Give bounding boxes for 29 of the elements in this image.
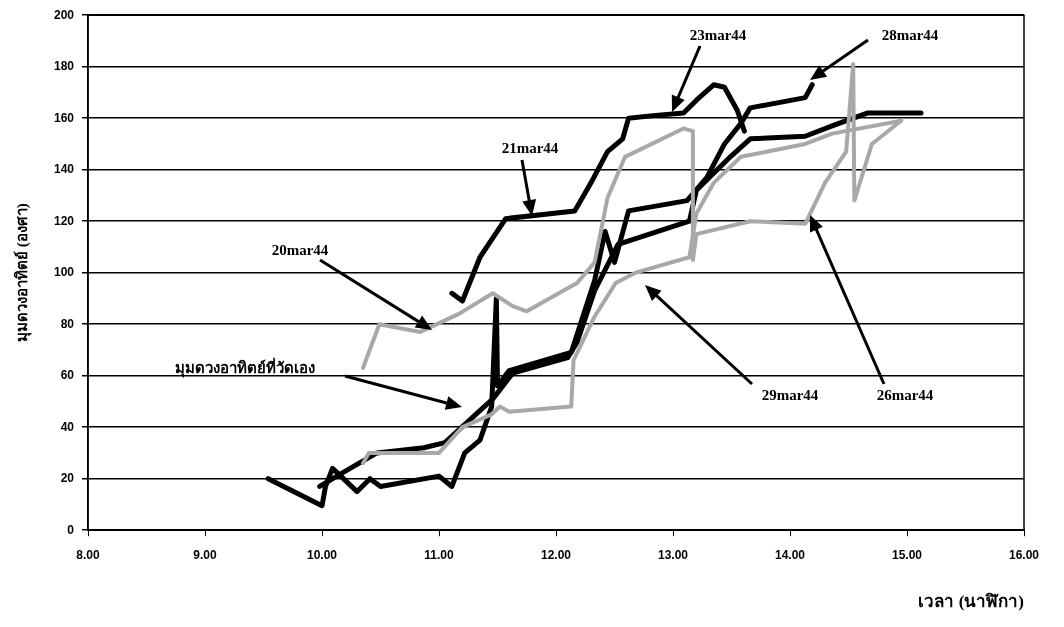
x-tick-label: 9.00: [193, 547, 218, 562]
x-axis-title: เวลา (นาฬิกา): [918, 592, 1024, 612]
x-tick-label: 12.00: [541, 547, 572, 562]
x-tick-label: 14.00: [774, 547, 806, 562]
annotation: มุมดวงอาทิตย์ที่วัดเอง: [175, 356, 315, 380]
y-tick-label: 20: [60, 471, 75, 486]
x-tick-label: 10.00: [307, 547, 338, 562]
y-tick-label: 80: [60, 316, 75, 331]
y-tick-label: 140: [53, 162, 75, 177]
y-tick-label: 40: [60, 419, 75, 434]
y-tick-label: 160: [53, 110, 75, 125]
x-tick-label: 8.00: [76, 547, 101, 562]
annotation: 21mar44: [501, 139, 559, 157]
y-tick-label: 200: [53, 7, 75, 22]
x-tick-label: 11.00: [424, 547, 455, 562]
y-tick-label: 180: [53, 59, 75, 74]
annotation: 23mar44: [689, 26, 747, 44]
x-tick-label: 15.00: [891, 547, 923, 562]
y-tick-label: 0: [67, 522, 75, 537]
x-tick-label: 16.00: [1008, 547, 1040, 562]
y-axis-title: มุมดวงอาทิตย์ (องศา): [12, 203, 32, 343]
annotation: 29mar44: [761, 386, 819, 404]
y-tick-label: 100: [53, 265, 75, 280]
annotation: 28mar44: [881, 26, 939, 44]
annotation: 20mar44: [271, 241, 329, 259]
y-tick-label: 120: [53, 213, 75, 228]
x-tick-label: 13.00: [657, 547, 689, 562]
y-tick-label: 60: [60, 368, 75, 383]
annotation: 26mar44: [876, 386, 934, 404]
